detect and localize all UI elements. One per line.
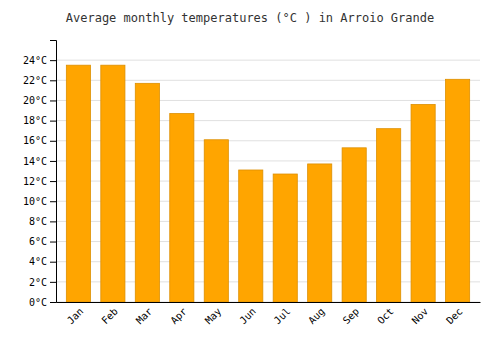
y-axis-line (50, 41, 57, 303)
x-tick: Jul (272, 306, 293, 327)
y-tick-mark (50, 100, 56, 101)
x-tick-label: Mar (134, 306, 155, 327)
x-axis-line (57, 302, 481, 303)
x-tick: Apr (168, 306, 189, 327)
y-tick-mark (50, 141, 56, 142)
y-tick: 6°C (29, 236, 56, 247)
bar (377, 129, 401, 302)
y-tick-label: 20°C (23, 95, 47, 106)
x-tick: Oct (375, 306, 396, 327)
y-tick: 14°C (23, 156, 56, 167)
grid (56, 60, 480, 302)
chart-container: 0°C 2°C 4°C 6°C 8°C 10°C 12°C 14°C 16°C 18°C 20°C 2… (0, 0, 500, 350)
y-tick: 22°C (23, 75, 56, 86)
bar (342, 148, 366, 302)
x-tick: Jan (65, 306, 86, 327)
x-tick-label: Jun (237, 306, 258, 327)
y-tick-mark (50, 302, 56, 303)
x-tick: Mar (134, 306, 155, 327)
y-tick-label: 18°C (23, 115, 47, 126)
x-tick: Nov (410, 306, 431, 327)
y-tick-label: 8°C (29, 216, 47, 227)
y-tick: 10°C (23, 196, 56, 207)
y-tick: 20°C (23, 95, 56, 106)
x-tick-label: May (203, 306, 224, 327)
y-tick: 2°C (29, 277, 56, 288)
y-tick-mark (50, 161, 56, 162)
x-tick-label: Jul (272, 306, 293, 327)
x-tick: Aug (306, 306, 327, 327)
x-tick-label: Aug (306, 306, 327, 327)
bars (66, 65, 469, 302)
bar (239, 170, 263, 302)
bar (273, 174, 297, 302)
x-tick-label: Oct (375, 306, 396, 327)
y-tick-label: 22°C (23, 75, 47, 86)
y-tick: 12°C (23, 176, 56, 187)
y-tick-label: 12°C (23, 176, 47, 187)
bar (308, 164, 332, 302)
x-tick-label: Nov (410, 306, 431, 327)
y-tick: 8°C (29, 216, 56, 227)
y-tick-mark (50, 221, 56, 222)
y-axis: 0°C 2°C 4°C 6°C 8°C 10°C 12°C 14°C 16°C 18°C 20°C 2… (23, 41, 57, 308)
y-tick-label: 14°C (23, 156, 47, 167)
y-tick-mark (50, 262, 56, 263)
bar (411, 104, 435, 302)
x-tick: Dec (444, 306, 465, 327)
bar (66, 65, 90, 302)
y-tick-label: 0°C (29, 297, 47, 308)
bar (135, 83, 159, 302)
x-tick-label: Jan (65, 306, 86, 327)
y-tick-mark (50, 80, 56, 81)
x-tick-label: Apr (168, 306, 189, 327)
y-tick-mark (50, 282, 56, 283)
y-tick: 16°C (23, 135, 56, 146)
bar (204, 140, 228, 302)
y-tick-mark (50, 60, 56, 61)
x-tick: Jun (237, 306, 258, 327)
y-tick-label: 6°C (29, 236, 47, 247)
bar (170, 114, 194, 302)
y-tick-mark (50, 242, 56, 243)
y-tick-label: 16°C (23, 135, 47, 146)
y-tick-mark (50, 201, 56, 202)
y-tick: 0°C (29, 297, 56, 308)
x-axis: Jan Feb Mar Apr May Jun Jul Aug Sep Oct Nov Dec (57, 303, 481, 327)
bar (101, 65, 125, 302)
y-tick-label: 4°C (29, 256, 47, 267)
y-tick: 18°C (23, 115, 56, 126)
y-tick: 24°C (23, 55, 56, 66)
y-tick-label: 2°C (29, 277, 47, 288)
title: Average monthly temperatures (°C ) in Ar… (66, 11, 434, 25)
chart-svg: 0°C 2°C 4°C 6°C 8°C 10°C 12°C 14°C 16°C 18°C 20°C 2… (0, 0, 500, 350)
y-tick-mark (50, 181, 56, 182)
y-tick-mark (50, 121, 56, 122)
grid-line (56, 60, 480, 61)
x-tick: Sep (341, 306, 362, 327)
x-tick: Feb (99, 306, 120, 327)
y-tick: 4°C (29, 256, 56, 267)
y-tick-label: 24°C (23, 55, 47, 66)
y-tick-label: 10°C (23, 196, 47, 207)
bar (446, 79, 470, 302)
plot-area: 0°C 2°C 4°C 6°C 8°C 10°C 12°C 14°C 16°C 18°C 20°C 2… (23, 41, 481, 327)
x-tick-label: Sep (341, 306, 362, 327)
x-tick-label: Feb (99, 306, 120, 327)
x-tick: May (203, 306, 224, 327)
x-tick-label: Dec (444, 306, 465, 327)
